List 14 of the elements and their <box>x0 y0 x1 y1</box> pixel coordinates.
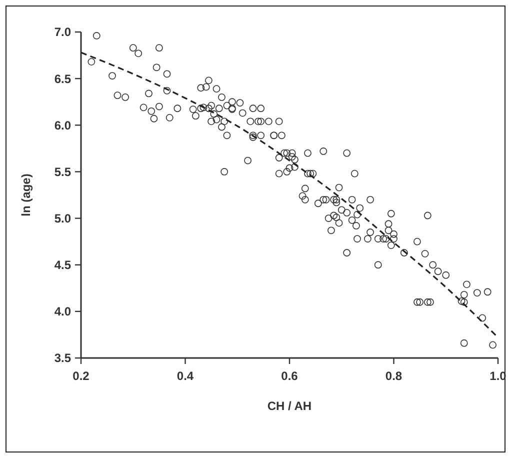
y-tick-label: 5.0 <box>54 211 72 226</box>
x-tick-label: 0.6 <box>281 369 298 383</box>
y-tick-label: 3.5 <box>54 351 72 366</box>
x-tick-label: 0.4 <box>176 369 194 383</box>
y-tick-label: 7.0 <box>54 25 72 40</box>
y-tick-label: 4.5 <box>54 258 72 272</box>
y-tick-label: 6.0 <box>54 118 72 132</box>
y-axis-title: ln (age) <box>19 174 33 216</box>
x-axis-title: CH / AH <box>267 399 312 413</box>
x-tick-label: 0.2 <box>72 369 90 383</box>
y-tick-label: 5.5 <box>54 164 72 179</box>
y-tick-label: 4.0 <box>54 304 72 319</box>
x-tick-label: 0.8 <box>385 369 402 383</box>
y-tick-label: 6.5 <box>54 72 72 86</box>
